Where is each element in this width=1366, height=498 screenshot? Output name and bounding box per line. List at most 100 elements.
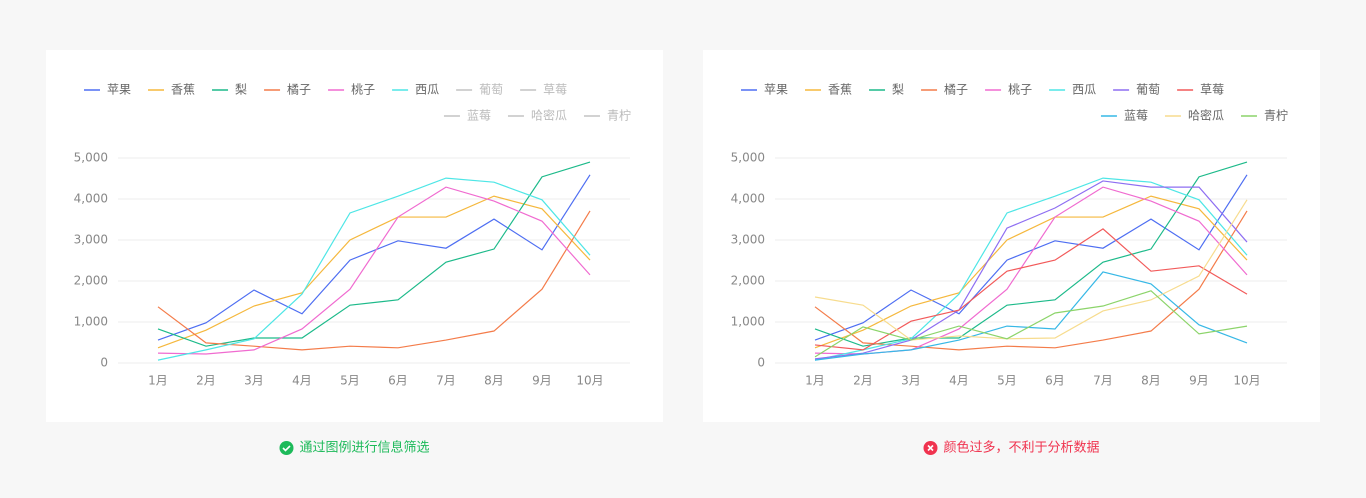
legend-label: 香蕉 xyxy=(828,83,852,97)
legend-item[interactable]: 梨 xyxy=(869,83,904,97)
series-line xyxy=(157,186,591,355)
legend-label: 哈密瓜 xyxy=(531,108,567,123)
legend-item[interactable]: 蓝莓 xyxy=(443,109,491,123)
series-line xyxy=(814,271,1248,361)
legend-item[interactable]: 香蕉 xyxy=(148,83,195,97)
x-tick-label: 4月 xyxy=(949,374,969,388)
legend-item[interactable]: 青柠 xyxy=(1240,108,1288,123)
series-line xyxy=(814,290,1248,358)
x-tick-label: 1月 xyxy=(805,374,825,388)
legend-item[interactable]: 苹果 xyxy=(741,83,788,97)
series-line xyxy=(157,177,591,361)
x-tick-label: 8月 xyxy=(1141,374,1161,388)
x-tick-label: 10月 xyxy=(1233,374,1260,388)
legend-item[interactable]: 橘子 xyxy=(264,82,311,97)
legend-label: 青柠 xyxy=(607,108,631,123)
series-line xyxy=(814,174,1248,341)
x-tick-label: 7月 xyxy=(436,374,456,388)
series-line xyxy=(157,161,591,347)
legend-item[interactable]: 桃子 xyxy=(985,82,1032,97)
legend-item[interactable]: 西瓜 xyxy=(1049,83,1096,97)
legend-label: 哈密瓜 xyxy=(1188,108,1224,123)
legend-label: 橘子 xyxy=(287,82,311,97)
x-tick-label: 6月 xyxy=(388,374,408,388)
x-tick-label: 6月 xyxy=(1045,374,1065,388)
legend-item[interactable]: 苹果 xyxy=(84,83,131,97)
series-line xyxy=(157,195,591,349)
series-line xyxy=(814,195,1248,349)
y-tick-label: 2,000 xyxy=(74,274,108,288)
x-tick-label: 9月 xyxy=(1189,374,1209,388)
y-tick-label: 1,000 xyxy=(731,315,765,329)
y-tick-label: 3,000 xyxy=(74,233,108,247)
legend-item[interactable]: 梨 xyxy=(212,83,247,97)
chart-panel: 0 1,000 2,000 3,000 4,000 5,000 1月 2月 3月 4月 5月 6月 7月… xyxy=(703,50,1320,422)
legend-label: 青柠 xyxy=(1264,108,1288,123)
legend-label: 草莓 xyxy=(1200,83,1224,97)
x-tick-label: 9月 xyxy=(532,374,552,388)
legend-label: 苹果 xyxy=(107,83,131,97)
y-tick-label: 0 xyxy=(100,356,108,370)
status-icon xyxy=(279,441,294,455)
legend-item[interactable]: 蓝莓 xyxy=(1100,109,1148,123)
series-line xyxy=(814,180,1248,360)
legend-item[interactable]: 桃子 xyxy=(328,82,375,97)
x-tick-label: 3月 xyxy=(244,374,264,388)
y-tick-label: 4,000 xyxy=(731,192,765,206)
series-line xyxy=(814,199,1248,341)
caption-text: 通过图例进行信息筛选 xyxy=(299,440,429,456)
panel-bg xyxy=(46,50,663,422)
legend-label: 蓝莓 xyxy=(467,109,491,123)
legend-item[interactable]: 香蕉 xyxy=(805,83,852,97)
legend-item[interactable]: 哈密瓜 xyxy=(1164,108,1224,123)
x-tick-label: 7月 xyxy=(1093,374,1113,388)
legend-label: 葡萄 xyxy=(479,83,503,97)
series-line xyxy=(157,174,591,341)
x-tick-label: 5月 xyxy=(340,374,360,388)
x-tick-label: 2月 xyxy=(196,374,216,388)
legend-label: 梨 xyxy=(892,83,904,97)
legend-label: 草莓 xyxy=(543,83,567,97)
legend-label: 葡萄 xyxy=(1136,83,1160,97)
x-tick-label: 10月 xyxy=(576,374,603,388)
caption: 颜色过多，不利于分析数据 xyxy=(923,440,1100,456)
y-tick-label: 0 xyxy=(757,356,765,370)
y-tick-label: 4,000 xyxy=(74,192,108,206)
x-tick-label: 8月 xyxy=(484,374,504,388)
caption: 通过图例进行信息筛选 xyxy=(279,440,430,456)
y-tick-label: 5,000 xyxy=(731,151,765,165)
panel-bg xyxy=(703,50,1320,422)
y-tick-label: 3,000 xyxy=(731,233,765,247)
series-line xyxy=(814,228,1248,351)
legend-label: 苹果 xyxy=(764,83,788,97)
chart-panel: 0 1,000 2,000 3,000 4,000 5,000 1月 2月 3月 4月 5月 6月 7月… xyxy=(46,50,663,422)
legend-item[interactable]: 葡萄 xyxy=(456,83,503,97)
legend-item[interactable]: 哈密瓜 xyxy=(507,108,567,123)
x-tick-label: 5月 xyxy=(997,374,1017,388)
y-tick-label: 5,000 xyxy=(74,151,108,165)
series-line xyxy=(814,177,1248,361)
legend-label: 蓝莓 xyxy=(1124,109,1148,123)
legend-item[interactable]: 青柠 xyxy=(583,108,631,123)
legend-label: 桃子 xyxy=(1008,82,1032,97)
series-line xyxy=(814,161,1248,347)
status-glyph xyxy=(927,444,934,452)
legend-item[interactable]: 西瓜 xyxy=(392,83,439,97)
x-tick-label: 2月 xyxy=(853,374,873,388)
caption-text: 颜色过多，不利于分析数据 xyxy=(943,440,1099,456)
legend-label: 西瓜 xyxy=(1072,83,1096,97)
x-tick-label: 3月 xyxy=(901,374,921,388)
legend-label: 橘子 xyxy=(944,82,968,97)
y-tick-label: 2,000 xyxy=(731,274,765,288)
legend-item[interactable]: 葡萄 xyxy=(1113,83,1160,97)
legend-label: 西瓜 xyxy=(415,83,439,97)
legend-item[interactable]: 草莓 xyxy=(520,83,567,97)
status-glyph xyxy=(282,445,291,452)
legend-item[interactable]: 橘子 xyxy=(921,82,968,97)
legend-label: 梨 xyxy=(235,83,247,97)
legend-item[interactable]: 草莓 xyxy=(1177,83,1224,97)
legend-label: 香蕉 xyxy=(171,83,195,97)
